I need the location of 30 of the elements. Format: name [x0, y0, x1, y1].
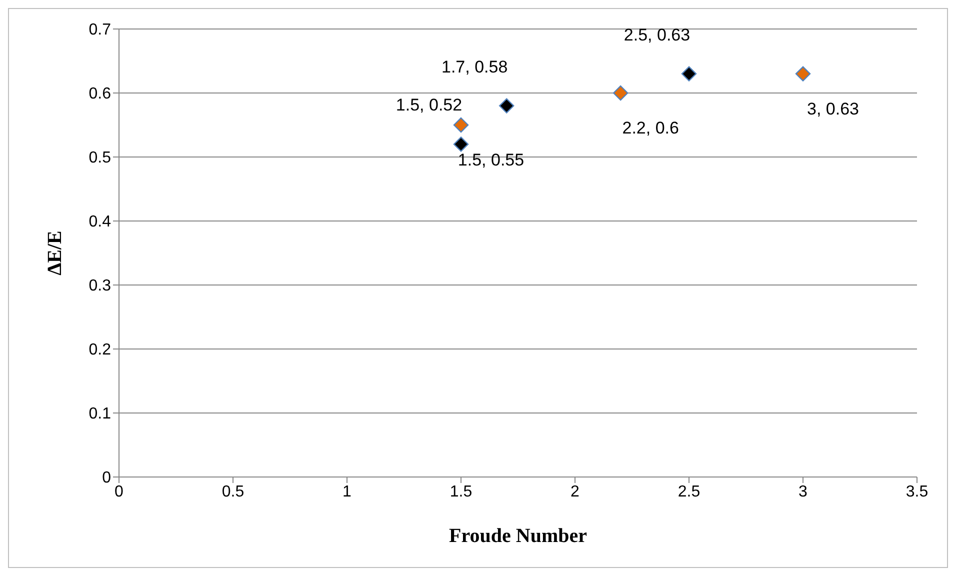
x-tick-label: 1.5 — [450, 483, 472, 500]
y-tick-label: 0.1 — [88, 406, 112, 423]
y-axis-title: ΔE/E — [44, 230, 66, 276]
x-tick-label: 0.5 — [222, 483, 244, 500]
x-tick-label: 3 — [798, 483, 808, 500]
y-tick-label: 0.6 — [88, 86, 112, 103]
point — [795, 66, 811, 82]
point — [613, 85, 628, 101]
y-tick-label: 0.2 — [88, 342, 112, 359]
point — [681, 66, 697, 82]
data-label: 1.7, 0.58 — [442, 57, 508, 76]
data-label: 1.5, 0.55 — [458, 150, 524, 170]
point — [453, 136, 469, 152]
y-tick-label: 0.5 — [88, 150, 112, 167]
y-tick-label: 0.7 — [88, 22, 112, 39]
x-axis-title: Froude Number — [449, 525, 588, 547]
y-tick-label: 0 — [102, 470, 112, 487]
x-tick-label: 0 — [114, 483, 124, 500]
data-label: 2.2, 0.6 — [622, 118, 679, 138]
x-tick-label: 1 — [342, 483, 352, 500]
point — [453, 117, 469, 133]
x-tick-label: 2.5 — [678, 483, 700, 500]
data-label: 2.5, 0.63 — [624, 25, 690, 44]
data-label: 3, 0.63 — [807, 99, 859, 118]
data-label: 1.5, 0.52 — [396, 96, 462, 115]
x-tick-label: 2 — [570, 483, 580, 500]
point — [499, 98, 514, 114]
x-tick-label: 3.5 — [906, 483, 928, 500]
y-tick-label: 0.3 — [88, 278, 112, 295]
y-tick-label: 0.4 — [88, 214, 112, 231]
